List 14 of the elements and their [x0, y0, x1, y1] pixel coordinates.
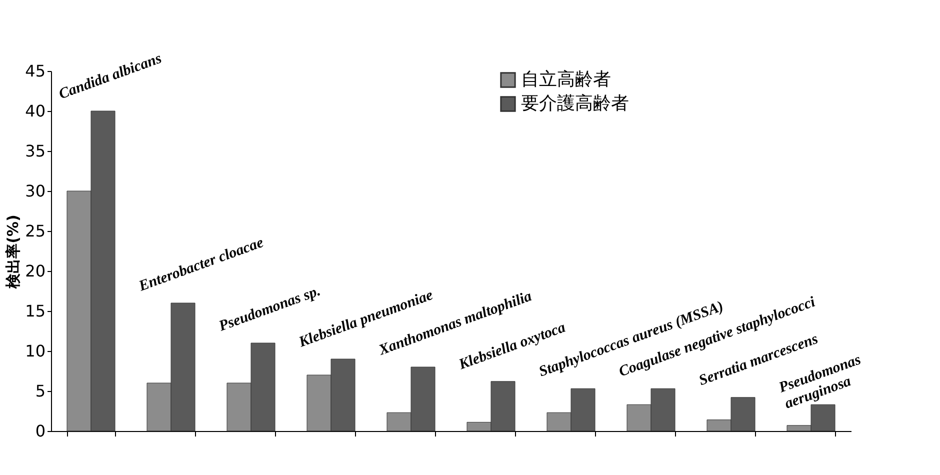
legend-label: 自立高齢者	[521, 69, 611, 90]
y-axis-title: 検出率(%)	[4, 214, 22, 290]
y-tick-label: 10	[25, 342, 46, 360]
y-tick-label: 30	[25, 182, 46, 200]
annotation: Candida albicans	[56, 50, 164, 103]
y-tick-label: 40	[25, 102, 46, 120]
y-tick-label: 0	[35, 422, 46, 440]
y-tick-label: 25	[25, 222, 46, 240]
y-tick-label: 5	[35, 382, 46, 400]
y-tick-label: 35	[25, 142, 46, 160]
legend-label: 要介護高齢者	[521, 93, 629, 114]
y-tick-label: 20	[25, 262, 46, 280]
y-tick-label: 45	[25, 62, 46, 80]
y-tick-label: 15	[25, 302, 46, 320]
